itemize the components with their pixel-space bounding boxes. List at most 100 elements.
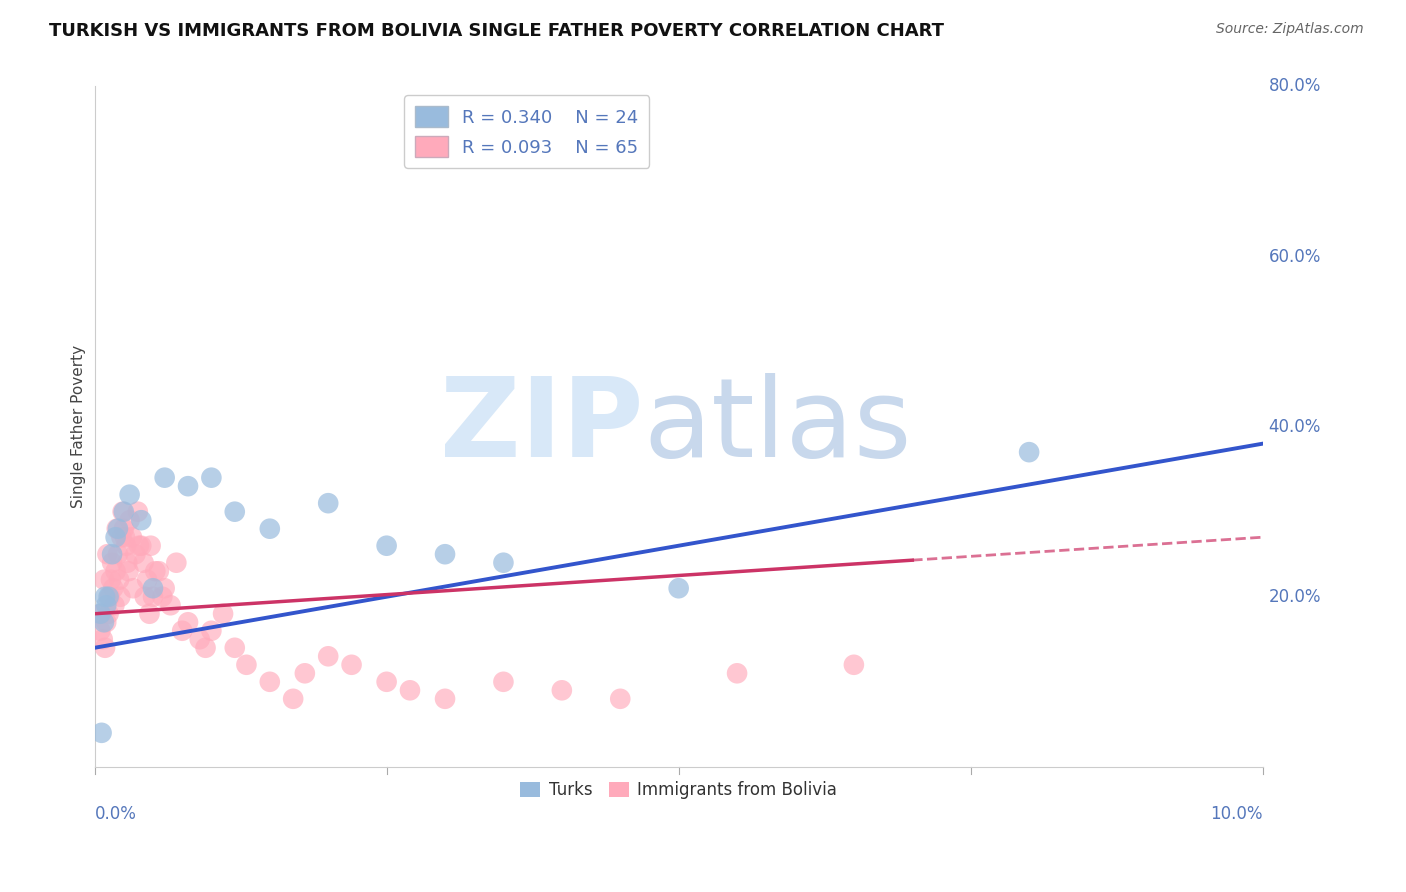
Point xyxy=(551,683,574,698)
Point xyxy=(107,522,129,536)
Point xyxy=(90,726,112,740)
Point xyxy=(153,471,176,485)
Point xyxy=(103,581,125,595)
Point xyxy=(375,539,398,553)
Point xyxy=(212,607,235,621)
Point xyxy=(177,615,200,630)
Point xyxy=(165,556,187,570)
Text: 10.0%: 10.0% xyxy=(1211,805,1263,823)
Point xyxy=(235,657,257,672)
Point xyxy=(434,547,457,561)
Point xyxy=(316,496,339,510)
Point xyxy=(104,530,127,544)
Point xyxy=(110,590,132,604)
Point xyxy=(134,590,156,604)
Point xyxy=(224,505,246,519)
Point xyxy=(89,624,111,638)
Point xyxy=(94,590,117,604)
Point xyxy=(107,547,129,561)
Point xyxy=(609,691,631,706)
Point xyxy=(91,632,114,647)
Text: 80.0%: 80.0% xyxy=(1268,78,1322,95)
Point xyxy=(1018,445,1040,459)
Point xyxy=(283,691,305,706)
Point xyxy=(98,590,121,604)
Point xyxy=(375,674,398,689)
Point xyxy=(121,530,143,544)
Point xyxy=(90,607,112,621)
Point xyxy=(492,556,515,570)
Text: atlas: atlas xyxy=(644,373,912,480)
Text: 60.0%: 60.0% xyxy=(1268,248,1322,266)
Point xyxy=(117,556,139,570)
Point xyxy=(188,632,211,647)
Point xyxy=(150,590,173,604)
Point xyxy=(101,556,124,570)
Point xyxy=(200,471,222,485)
Point xyxy=(124,547,146,561)
Point xyxy=(94,640,117,655)
Point xyxy=(117,564,139,578)
Point xyxy=(142,590,165,604)
Point xyxy=(118,513,141,527)
Text: 20.0%: 20.0% xyxy=(1268,588,1322,606)
Point xyxy=(668,581,690,595)
Point xyxy=(136,573,159,587)
Point xyxy=(127,505,149,519)
Point xyxy=(224,640,246,655)
Point xyxy=(399,683,422,698)
Point xyxy=(148,564,170,578)
Point xyxy=(129,513,152,527)
Point xyxy=(112,505,135,519)
Point xyxy=(104,564,127,578)
Point xyxy=(138,607,160,621)
Point xyxy=(434,691,457,706)
Point xyxy=(194,640,217,655)
Y-axis label: Single Father Poverty: Single Father Poverty xyxy=(72,345,86,508)
Point xyxy=(97,590,120,604)
Point xyxy=(142,581,165,595)
Point xyxy=(159,599,181,613)
Point xyxy=(93,573,115,587)
Point xyxy=(259,522,281,536)
Point xyxy=(725,666,748,681)
Point xyxy=(259,674,281,689)
Point xyxy=(89,607,111,621)
Point xyxy=(96,615,118,630)
Point xyxy=(108,573,131,587)
Point xyxy=(139,539,162,553)
Point xyxy=(96,547,118,561)
Point xyxy=(128,539,150,553)
Text: ZIP: ZIP xyxy=(440,373,644,480)
Point xyxy=(153,581,176,595)
Point xyxy=(112,522,135,536)
Text: TURKISH VS IMMIGRANTS FROM BOLIVIA SINGLE FATHER POVERTY CORRELATION CHART: TURKISH VS IMMIGRANTS FROM BOLIVIA SINGL… xyxy=(49,22,945,40)
Point xyxy=(122,581,145,595)
Point xyxy=(97,607,120,621)
Point xyxy=(132,556,155,570)
Point xyxy=(101,547,124,561)
Point xyxy=(110,530,132,544)
Point xyxy=(93,615,115,630)
Point xyxy=(316,649,339,664)
Point xyxy=(294,666,316,681)
Point xyxy=(143,564,166,578)
Text: 0.0%: 0.0% xyxy=(94,805,136,823)
Point xyxy=(172,624,194,638)
Point xyxy=(114,530,136,544)
Point xyxy=(340,657,363,672)
Point xyxy=(105,522,128,536)
Legend: Turks, Immigrants from Bolivia: Turks, Immigrants from Bolivia xyxy=(513,775,844,806)
Point xyxy=(103,599,125,613)
Point xyxy=(96,599,118,613)
Point xyxy=(111,505,134,519)
Point xyxy=(200,624,222,638)
Point xyxy=(177,479,200,493)
Point xyxy=(842,657,865,672)
Point xyxy=(492,674,515,689)
Text: 40.0%: 40.0% xyxy=(1268,417,1322,435)
Point xyxy=(100,573,122,587)
Point xyxy=(129,539,152,553)
Point xyxy=(115,539,138,553)
Point xyxy=(118,488,141,502)
